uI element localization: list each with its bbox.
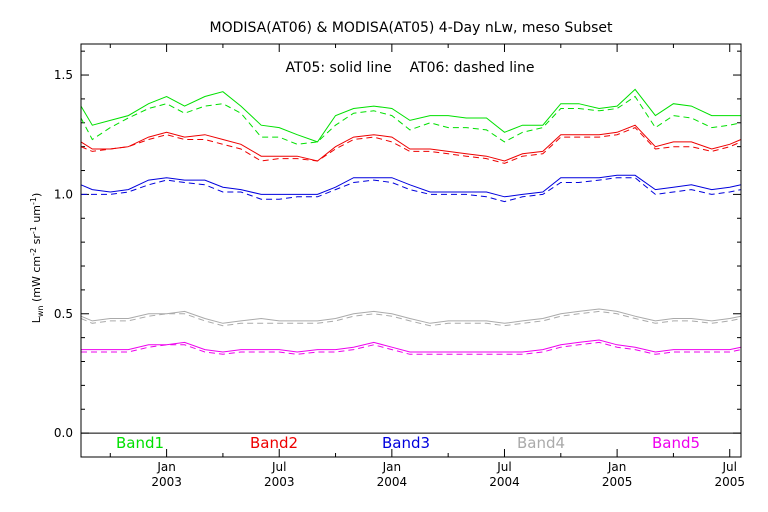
y-tick-label: 1.0 (54, 187, 73, 201)
y-tick-label: 0.0 (54, 426, 73, 440)
x-tick-year: 2005 (714, 475, 745, 489)
band5-solid-line (81, 339, 742, 353)
legend: Band1 Band2 Band3 Band4 Band5 (116, 434, 700, 452)
y-axis-label: Lwn (mW cm-2 sr-1 um-1) (29, 193, 45, 324)
legend-band2: Band2 (250, 434, 298, 452)
plot-frame (80, 43, 742, 458)
band3-dashed-line (81, 177, 742, 203)
x-tick-month: Jul (496, 460, 511, 474)
x-tick-year: 2004 (377, 475, 408, 489)
band5-dashed-line (81, 341, 742, 355)
line-style-note: AT05: solid line AT06: dashed line (286, 60, 535, 76)
band2-solid-line (80, 124, 742, 162)
chart-title: MODISA(AT06) & MODISA(AT05) 4-Day nLw, m… (210, 20, 613, 36)
band3-solid-line (80, 174, 742, 198)
x-tick-month: Jan (382, 460, 402, 474)
legend-band1: Band1 (116, 434, 164, 452)
x-tick-month: Jul (271, 460, 286, 474)
x-tick-year: 2005 (602, 475, 633, 489)
legend-band3: Band3 (382, 434, 430, 452)
x-tick-month: Jan (156, 460, 176, 474)
legend-band4: Band4 (517, 434, 565, 452)
x-tick-year: 2004 (489, 475, 520, 489)
x-tick-month: Jan (607, 460, 627, 474)
x-tick-year: 2003 (264, 475, 295, 489)
axes-ticks (81, 44, 741, 458)
band1-dashed-line (80, 95, 742, 145)
band4-dashed-line (80, 310, 742, 327)
x-tick-month: Jul (721, 460, 736, 474)
y-tick-label: 0.5 (54, 307, 73, 321)
y-tick-label: 1.5 (54, 68, 73, 82)
band1-solid-line (80, 88, 741, 143)
band2-dashed-line (80, 127, 742, 164)
x-tick-year: 2003 (151, 475, 182, 489)
band4-solid-line (80, 308, 742, 324)
series-lines (80, 88, 742, 355)
tick-labels: 0.00.51.01.5Jan2003Jul2003Jan2004Jul2004… (54, 68, 745, 489)
legend-band5: Band5 (652, 434, 700, 452)
